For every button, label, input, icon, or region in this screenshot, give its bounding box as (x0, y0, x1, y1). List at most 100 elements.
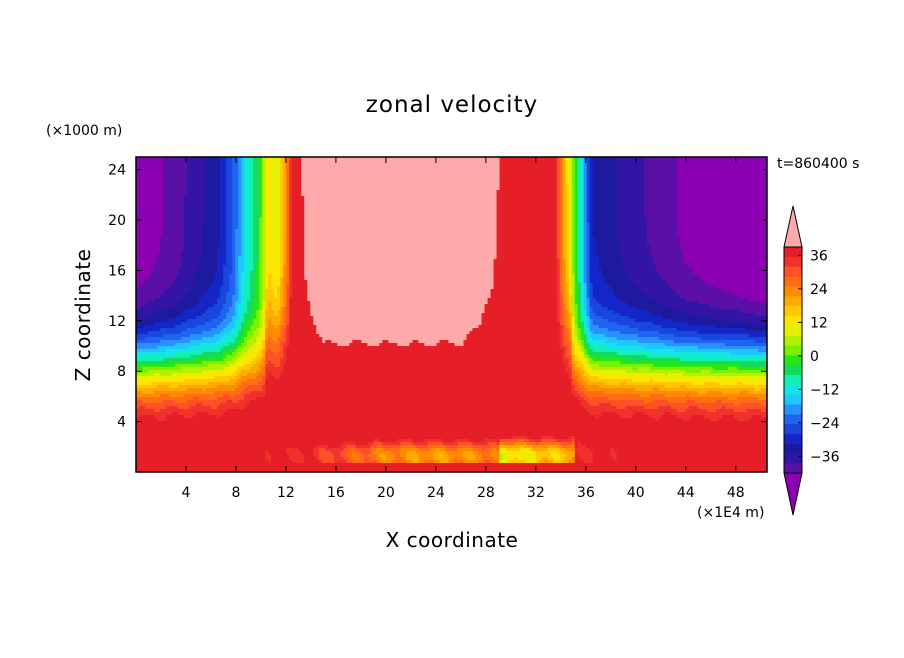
contour-cell (631, 280, 666, 284)
contour-cell (280, 256, 284, 260)
contour-cell (136, 364, 176, 368)
contour-cell (589, 187, 594, 191)
contour-cell (265, 367, 284, 371)
contour-cell (556, 157, 561, 161)
contour-cell (580, 316, 585, 320)
contour-cell (265, 313, 275, 317)
contour-cell (247, 244, 254, 248)
contour-cell (265, 337, 269, 341)
contour-cell (268, 376, 275, 380)
contour-cell (619, 247, 651, 251)
contour-cell (253, 322, 260, 326)
contour-cell (637, 367, 651, 371)
contour-cell (610, 451, 618, 455)
contour-cell (511, 436, 528, 440)
contour-cell (271, 199, 281, 203)
contour-cell (283, 250, 287, 254)
contour-cell (589, 361, 621, 365)
contour-cell (283, 265, 287, 269)
contour-cell (235, 238, 242, 242)
contour-cell (586, 157, 591, 161)
contour-cell (580, 313, 585, 317)
contour-cell (730, 292, 767, 296)
contour-cell (241, 382, 260, 386)
contour-cell (289, 208, 293, 212)
contour-cell (562, 343, 570, 347)
contour-cell (247, 163, 254, 167)
contour-cell (136, 283, 143, 287)
contour-cell (229, 274, 236, 278)
contour-cell (568, 220, 573, 224)
contour-cell (241, 160, 245, 164)
contour-cell (286, 277, 290, 281)
contour-cell (583, 313, 588, 317)
contour-cell (271, 217, 281, 221)
contour-cell (190, 307, 209, 311)
contour-cell (226, 259, 233, 263)
contour-cell (283, 229, 287, 233)
contour-cell (241, 214, 245, 218)
contour-cell (595, 241, 621, 245)
contour-cell (565, 346, 570, 350)
contour-cell (574, 337, 579, 341)
contour-cell (247, 229, 254, 233)
contour-cell (442, 439, 456, 443)
contour-cell (589, 316, 603, 320)
contour-cell (574, 256, 579, 260)
contour-cell (577, 184, 582, 188)
contour-cell (202, 370, 227, 374)
contour-cell (241, 247, 245, 251)
contour-cell (568, 172, 573, 176)
contour-cell (238, 334, 242, 338)
contour-cell (175, 280, 194, 284)
contour-cell (508, 460, 528, 464)
contour-cell (676, 361, 767, 365)
contour-cell (577, 319, 582, 323)
contour-cell (652, 256, 684, 260)
contour-cell (562, 325, 567, 329)
contour-cell (592, 283, 609, 287)
contour-cell (637, 340, 675, 344)
contour-cell (292, 208, 305, 212)
contour-cell (262, 349, 266, 353)
contour-cell (589, 292, 594, 296)
contour-cell (289, 286, 293, 290)
contour-cell (301, 187, 501, 191)
contour-cell (280, 226, 284, 230)
contour-cell (592, 208, 618, 212)
contour-cell (577, 442, 582, 446)
contour-cell (616, 211, 645, 215)
contour-cell (259, 190, 263, 194)
contour-cell (238, 373, 248, 377)
x-tick-label: 24 (427, 485, 445, 501)
contour-cell (238, 346, 245, 350)
contour-cell (568, 316, 573, 320)
contour-cell (586, 307, 591, 311)
contour-cell (283, 298, 287, 302)
contour-cell (181, 262, 200, 266)
contour-cell (586, 286, 591, 290)
contour-cell (577, 250, 582, 254)
contour-cell (463, 454, 477, 458)
contour-cell (622, 265, 657, 269)
contour-cell (592, 214, 618, 218)
contour-cell (592, 457, 615, 461)
contour-cell (262, 274, 266, 278)
contour-cell (265, 319, 269, 323)
contour-cell (286, 211, 290, 215)
contour-cell (136, 334, 164, 338)
contour-cell (262, 331, 266, 335)
contour-cell (313, 451, 320, 455)
contour-cell (229, 331, 236, 335)
contour-cell (265, 310, 275, 314)
contour-cell (349, 343, 368, 347)
contour-cell (232, 217, 239, 221)
contour-cell (289, 190, 293, 194)
contour-cell (589, 253, 597, 257)
contour-cell (565, 355, 573, 359)
contour-cell (238, 259, 245, 263)
contour-cell (226, 295, 233, 299)
contour-cell (583, 229, 588, 233)
contour-cell (235, 292, 239, 296)
contour-cell (136, 382, 152, 386)
